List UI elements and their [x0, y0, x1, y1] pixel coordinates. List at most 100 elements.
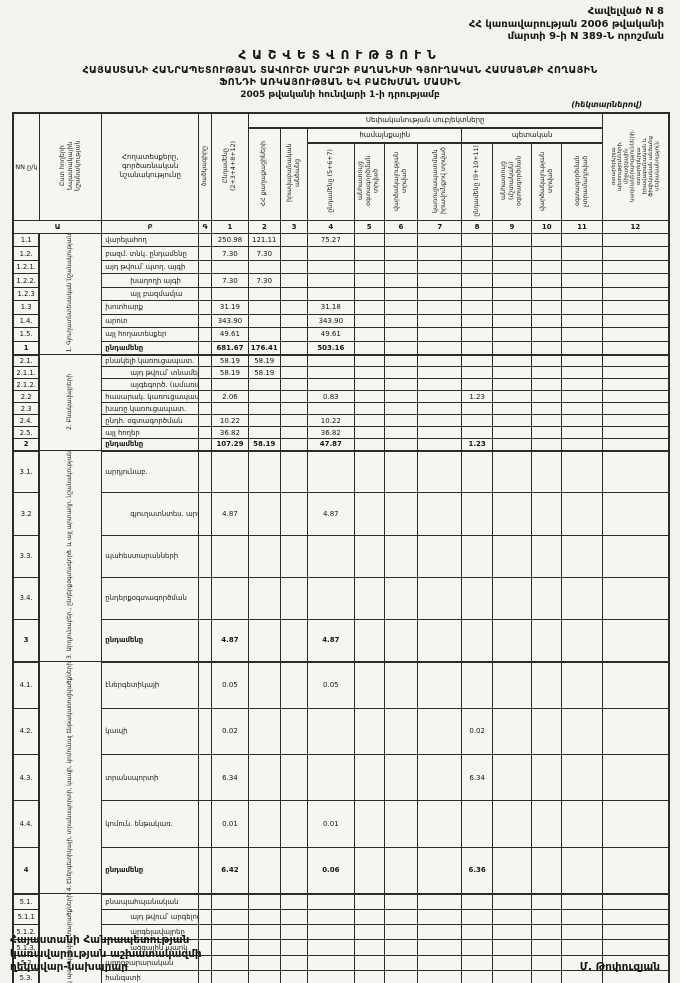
value-cell-col12	[601, 908, 670, 926]
value-cell-col3	[279, 414, 309, 428]
value-cell-col1	[211, 908, 249, 926]
value-cell-col10	[531, 426, 563, 440]
value-cell-col5	[353, 450, 385, 494]
column-letter: 1	[211, 220, 249, 234]
value-cell-col9	[491, 426, 533, 440]
report-date-line: 2005 թվականի հունվարի 1-ի դրությամբ	[240, 89, 440, 100]
value-cell-col1: 6.42	[211, 846, 249, 895]
row-label: ընդամենը	[101, 438, 200, 452]
row-label: խառը կառուցապատ.	[101, 402, 200, 416]
value-cell-col1	[211, 402, 249, 416]
value-cell-col8	[461, 273, 493, 288]
value-cell-col3	[279, 800, 309, 848]
value-cell-col6	[383, 286, 419, 302]
value-cell-col10	[531, 246, 563, 261]
value-cell-col9	[491, 438, 533, 452]
value-cell-col6	[383, 492, 419, 536]
value-cell-col11	[561, 259, 603, 275]
value-cell-col8	[461, 893, 493, 910]
value-cell-col10	[531, 800, 563, 848]
value-cell-col5	[353, 286, 385, 302]
value-cell-col1: 250.98	[211, 232, 249, 248]
row-code	[198, 273, 213, 288]
col-header-legal-persons: իրավաբանական անձանց	[279, 126, 309, 221]
value-cell-col8	[461, 618, 493, 663]
value-cell-col1: 107.29	[211, 438, 249, 452]
value-cell-col7	[417, 576, 463, 620]
value-cell-col11	[561, 908, 603, 926]
band-state: պետական	[461, 126, 603, 143]
value-cell-col10	[531, 534, 563, 578]
value-cell-col10	[531, 618, 563, 663]
table-row: 4.2. կապի 0.02 0.02	[11, 707, 670, 755]
col-header-total: Ընդամենը (2+3+4+8+12)	[211, 111, 249, 221]
row-number: 1.5.	[11, 327, 41, 342]
value-cell-col10	[531, 366, 563, 380]
value-cell-col9	[491, 286, 533, 302]
value-cell-col4: 4.87	[307, 492, 355, 536]
value-cell-col4	[307, 893, 355, 910]
value-cell-col10	[531, 753, 563, 802]
value-cell-col4: 10.22	[307, 414, 355, 428]
value-cell-col3	[279, 450, 309, 494]
value-cell-col2	[247, 707, 281, 755]
value-cell-col8	[461, 354, 493, 368]
row-number: 4.3.	[11, 753, 41, 802]
row-number: 3.3.	[11, 534, 41, 578]
table-row: 2.1.2. այգեգործ. (ամառան.)	[11, 378, 670, 392]
value-cell-col6	[383, 426, 419, 440]
table-row: 2.2 հասարակ. կառուցապատ. 2.06 0.83 1.23	[11, 390, 670, 404]
band-ownership-subjects: Սեփականության սուբյեկտները	[247, 111, 603, 128]
value-cell-col3	[279, 893, 309, 910]
row-number: 4.1.	[11, 661, 41, 709]
value-cell-col5	[353, 366, 385, 380]
value-cell-col9	[491, 259, 533, 275]
column-letter: Ա	[12, 220, 103, 234]
table-row: 2 ընդամենը 107.29 58.19 47.87 1.23	[11, 438, 670, 452]
section-label-text: 2. Բնակավայրերի	[67, 373, 74, 430]
value-cell-col2	[247, 846, 281, 895]
value-cell-col2	[247, 753, 281, 802]
table-row: 3.3. պահեստարանների	[11, 534, 670, 578]
value-cell-col8: 0.02	[461, 707, 493, 755]
value-cell-col9	[491, 846, 533, 895]
table-row: 3 ընդամենը 4.87 4.87	[11, 618, 670, 663]
value-cell-col6	[383, 438, 419, 452]
value-cell-col11	[561, 354, 603, 368]
value-cell-col7	[417, 340, 463, 356]
row-number: 5.1.1	[11, 908, 41, 926]
row-code	[198, 661, 213, 709]
row-code	[198, 259, 213, 275]
row-code	[198, 246, 213, 261]
column-letter: 3	[279, 220, 309, 234]
value-cell-col9	[491, 313, 533, 329]
value-cell-col8	[461, 908, 493, 926]
row-label: ընդամենը	[101, 340, 200, 356]
table-row: 5.3. հանգստի	[11, 970, 670, 983]
col-header-state-not-given: օգտագործման չտրամադրված	[561, 141, 603, 221]
value-cell-col2	[247, 259, 281, 275]
value-cell-col11	[561, 390, 603, 404]
value-cell-col11	[561, 661, 603, 709]
value-cell-col5	[353, 893, 385, 910]
value-cell-col9	[491, 366, 533, 380]
row-code	[198, 286, 213, 302]
value-cell-col7	[417, 300, 463, 315]
value-cell-col5	[353, 800, 385, 848]
value-cell-col4: 0.01	[307, 800, 355, 848]
value-cell-col2: 58.19	[247, 366, 281, 380]
value-cell-col5	[353, 661, 385, 709]
value-cell-col9	[491, 908, 533, 926]
value-cell-col5	[353, 402, 385, 416]
value-cell-col11	[561, 893, 603, 910]
value-cell-col3	[279, 259, 309, 275]
value-cell-col6	[383, 273, 419, 288]
value-cell-col9	[491, 273, 533, 288]
value-cell-col11	[561, 450, 603, 494]
row-number: 5.1.2.	[11, 924, 41, 941]
value-cell-col4	[307, 576, 355, 620]
section-label: 4. Էներգետիկայի, տրանսպորտի, կապի, կոմու…	[38, 661, 103, 895]
value-cell-col10	[531, 402, 563, 416]
row-code	[198, 908, 213, 926]
value-cell-col12	[601, 846, 670, 895]
